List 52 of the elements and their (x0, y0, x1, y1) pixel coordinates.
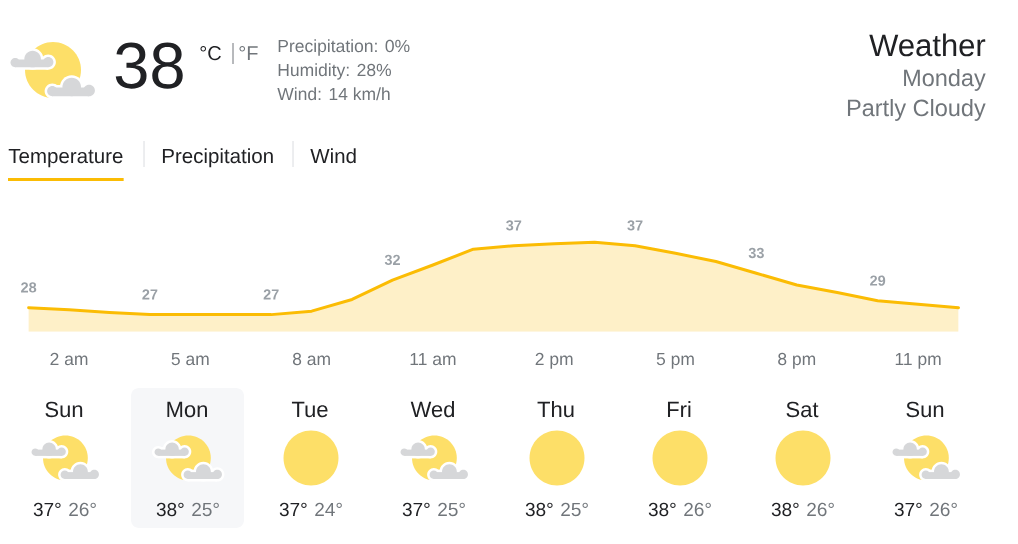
data-label: 28 (21, 282, 37, 293)
chart-title: Temperature (8, 148, 123, 168)
category-label: Fri (667, 401, 691, 417)
text: 38° (525, 502, 553, 517)
data-label: 27 (263, 289, 279, 300)
text: 38 (115, 42, 183, 89)
text: Humidity: 28% (278, 63, 392, 80)
text: 25° (561, 502, 588, 517)
text: 25° (192, 502, 219, 517)
text: Precipitation (162, 148, 273, 168)
text: Weather (869, 33, 986, 57)
x-tick-label: 8 am (292, 352, 330, 366)
text: 37° (33, 502, 61, 517)
data-label: 37 (506, 220, 522, 231)
text: 38° (156, 502, 184, 517)
text: 37° (894, 502, 922, 517)
text: 26° (684, 502, 711, 517)
data-label: 29 (870, 275, 886, 286)
text: 26° (807, 502, 834, 517)
x-tick-label: 11 pm (895, 353, 941, 369)
x-tick-label: 2 pm (535, 352, 573, 369)
text: Wind (310, 148, 356, 164)
text: °F (239, 46, 258, 60)
x-tick-label: 5 pm (656, 353, 694, 369)
category-label: Sat (786, 401, 819, 418)
category-label: Thu (537, 401, 574, 418)
x-tick-label: 5 am (171, 353, 209, 366)
text: Precipitation: 0% (278, 39, 410, 56)
category-label: Tue (291, 401, 328, 418)
text: 38° (648, 502, 676, 517)
text: Partly Cloudy (847, 98, 986, 121)
data-label: 27 (142, 289, 158, 300)
data-label: 37 (627, 220, 643, 231)
text: 37° (279, 502, 307, 517)
x-tick-label: 2 am (50, 352, 88, 366)
text: 37° (402, 502, 430, 517)
category-label: Sun (906, 401, 944, 418)
x-tick-label: 11 am (410, 353, 456, 366)
text: °C (200, 46, 221, 61)
text: Wind: 14 km/h (277, 87, 390, 101)
text: 24° (315, 502, 342, 516)
text: 25° (438, 502, 465, 517)
category-label: Wed (410, 401, 454, 418)
category-label: Sun (45, 401, 83, 418)
text: 26° (930, 502, 957, 517)
text: 26° (69, 502, 96, 517)
text: Monday (904, 68, 986, 91)
data-label: 33 (748, 247, 764, 259)
text: 38° (771, 502, 799, 517)
category-label: Mon (167, 401, 207, 418)
data-label: 32 (384, 254, 400, 266)
x-tick-label: 8 pm (778, 352, 816, 369)
